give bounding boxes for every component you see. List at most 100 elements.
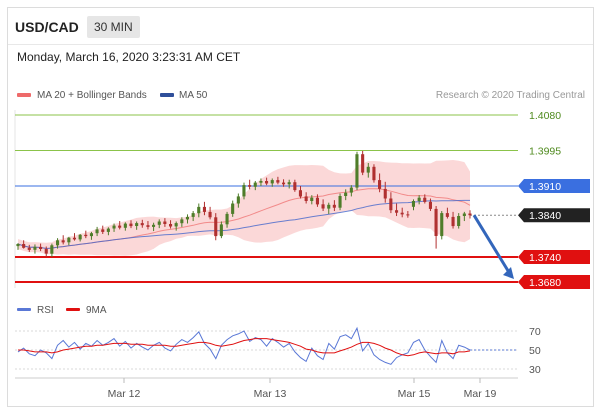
candle-body	[276, 180, 280, 183]
ma20-legend-label: MA 20 + Bollinger Bands	[37, 90, 147, 101]
candle-body	[101, 229, 105, 232]
candle-body	[253, 182, 257, 187]
candle-body	[440, 213, 444, 237]
candle-body	[434, 208, 438, 236]
candle-body	[293, 182, 297, 191]
x-tick-label: Mar 15	[398, 388, 431, 400]
candle-body	[395, 210, 399, 213]
level-tag-1.3910	[518, 178, 590, 193]
ma20-legend-swatch	[17, 93, 31, 97]
candle-body	[197, 206, 201, 214]
ma50-legend-swatch	[160, 93, 174, 97]
candle-body	[248, 185, 252, 187]
level-label-1.4080: 1.4080	[529, 110, 561, 122]
candle-body	[72, 237, 76, 240]
research-credit: Research © 2020 Trading Central	[436, 90, 585, 101]
timeframe-badge[interactable]: 30 MIN	[87, 16, 140, 38]
candle-body	[378, 180, 382, 189]
candle-body	[265, 181, 269, 184]
candle-body	[118, 225, 122, 228]
candle-body	[310, 197, 314, 201]
candle-body	[169, 224, 173, 227]
candle-body	[225, 213, 229, 225]
level-label-1.3995: 1.3995	[529, 145, 561, 157]
rsi-line	[17, 326, 471, 365]
candle-body	[44, 249, 48, 254]
candle-body	[411, 201, 415, 207]
timestamp: Monday, March 16, 2020 3:23:31 AM CET	[17, 50, 241, 64]
candle-body	[135, 223, 139, 226]
candle-body	[208, 211, 212, 218]
candle-body	[383, 188, 387, 199]
forecast-arrow-head	[503, 267, 514, 279]
candle-body	[361, 154, 365, 173]
candle-body	[344, 192, 348, 196]
candle-body	[400, 212, 404, 215]
candle-body	[349, 187, 353, 193]
rsi-level-label-70: 70	[529, 326, 541, 338]
candle-body	[174, 223, 178, 227]
candle-body	[202, 206, 206, 212]
symbol-label: USD/CAD	[15, 19, 79, 35]
candle-body	[321, 204, 325, 209]
candle-body	[112, 225, 116, 229]
candle-body	[56, 240, 60, 246]
candle-body	[457, 216, 461, 226]
candles	[16, 150, 472, 257]
candle-body	[423, 197, 427, 202]
candle-body	[462, 213, 466, 216]
candle-body	[191, 213, 195, 217]
candle-body	[287, 182, 291, 185]
candle-body	[282, 182, 286, 185]
candle-body	[214, 217, 218, 237]
candle-body	[27, 247, 31, 250]
candle-body	[185, 216, 189, 220]
price-levels	[15, 114, 518, 283]
forecast-arrow-line	[472, 214, 512, 275]
candle-body	[140, 223, 144, 226]
level-label-1.3910: 1.3910	[529, 181, 561, 193]
moving-averages	[17, 188, 471, 250]
candle-body	[406, 214, 410, 216]
chart-frame	[7, 7, 594, 407]
x-tick-label: Mar 13	[254, 388, 287, 400]
candle-body	[219, 224, 223, 237]
candle-body	[152, 224, 156, 227]
candle-body	[236, 196, 240, 204]
candle-body	[78, 234, 82, 240]
candle-body	[304, 196, 308, 201]
candle-body	[123, 223, 127, 228]
rsi-legend-swatch	[17, 308, 31, 311]
level-tags: 1.4080 1.3995 1.3910 1.3840 1.3740 1.3680	[518, 110, 590, 289]
rsi-level-label-50: 50	[529, 345, 541, 357]
candle-body	[270, 180, 274, 184]
candle-body	[332, 204, 336, 208]
candle-body	[95, 229, 99, 234]
candle-body	[39, 246, 43, 249]
level-tag-1.3740	[518, 249, 590, 264]
candle-body	[372, 166, 376, 181]
ma9-legend-swatch	[66, 308, 80, 311]
candle-body	[33, 246, 37, 250]
candle-body	[22, 244, 26, 248]
ma50-line	[17, 199, 470, 250]
level-tag-1.3840	[518, 208, 590, 223]
rsi-panel: 70 50 30	[15, 326, 541, 376]
rsi-legend-label: RSI	[37, 305, 54, 316]
candle-body	[327, 204, 331, 209]
candle-body	[84, 234, 88, 237]
candle-body	[231, 203, 235, 214]
candle-body	[129, 223, 133, 227]
candle-body	[16, 244, 20, 247]
rsi-ma9-line	[18, 338, 471, 357]
candle-body	[451, 216, 455, 227]
candle-body	[338, 196, 342, 208]
candle-body	[445, 213, 449, 217]
rsi-level-label-30: 30	[529, 364, 541, 376]
candle-body	[417, 197, 421, 201]
grid	[14, 110, 518, 379]
candle-body	[163, 221, 167, 224]
x-tick-label: Mar 19	[464, 388, 497, 400]
candle-body	[180, 219, 184, 224]
